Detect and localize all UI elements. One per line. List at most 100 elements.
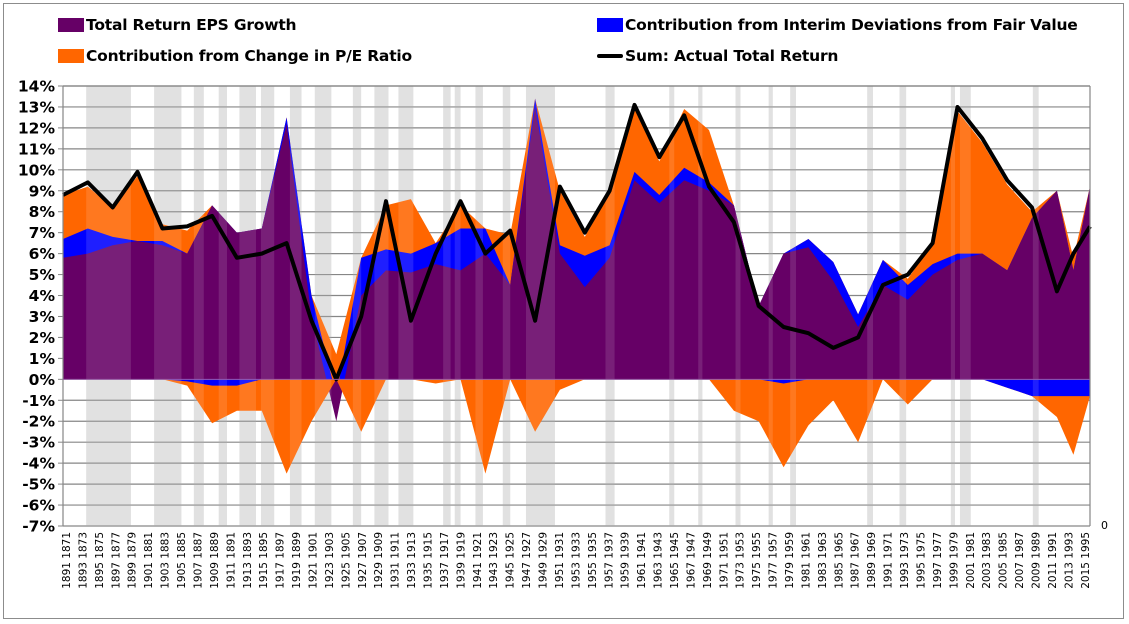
y-tick-label: 8%	[29, 203, 56, 221]
x-tick-label: 1993 1973	[899, 532, 911, 589]
y-tick-label: -6%	[22, 497, 55, 515]
x-tick-label: 1979 1959	[784, 532, 796, 589]
x-tick-label: 1961 1941	[636, 532, 648, 589]
recession-band-overlay	[154, 86, 182, 526]
area-fair-value-negative	[63, 379, 1090, 397]
recession-band-overlay	[352, 86, 362, 526]
y-tick-label: -4%	[22, 455, 55, 473]
x-tick-label: 1975 1955	[751, 532, 763, 589]
y-tick-label: 5%	[29, 266, 56, 284]
secondary-axis-zero-label: 0	[1101, 519, 1108, 532]
recession-band-overlay	[86, 86, 131, 526]
x-tick-label: 2009 1989	[1031, 532, 1043, 589]
x-tick-label: 1987 1967	[850, 532, 862, 589]
y-tick-label: 11%	[18, 140, 56, 158]
x-tick-label: 1969 1949	[702, 532, 714, 589]
recession-band-overlay	[899, 86, 907, 526]
legend-line-black-icon	[597, 54, 623, 58]
x-tick-label: 1921 1901	[308, 532, 320, 589]
recession-band-overlay	[867, 86, 874, 526]
x-tick-label: 1923 1903	[324, 532, 336, 589]
x-tick-label: 2001 1981	[965, 532, 977, 589]
x-tick-label: 1893 1873	[77, 532, 89, 589]
x-tick-label: 1997 1977	[932, 532, 944, 589]
x-tick-label: 1909 1889	[209, 532, 221, 589]
x-tick-label: 1947 1927	[521, 532, 533, 589]
x-tick-label: 1897 1877	[110, 532, 122, 589]
y-tick-label: 12%	[18, 119, 56, 137]
x-tick-label: 1891 1871	[61, 532, 73, 589]
x-tick-label: 1927 1907	[357, 532, 369, 589]
legend-item-pe-change: Contribution from Change in P/E Ratio	[58, 47, 412, 65]
recession-band-overlay	[959, 86, 971, 526]
recession-band-overlay	[950, 86, 955, 526]
y-tick-label: 10%	[18, 161, 56, 179]
x-tick-label: 2005 1985	[998, 532, 1010, 589]
legend-swatch-purple-icon	[58, 18, 84, 32]
recession-band-overlay	[374, 86, 389, 526]
x-tick-label: 2011 1991	[1047, 532, 1059, 589]
x-tick-label: 1985 1965	[833, 532, 845, 589]
x-tick-label: 1931 1911	[390, 532, 402, 589]
legend-label: Contribution from Change in P/E Ratio	[86, 47, 412, 65]
area-pe-change-negative	[63, 379, 1090, 474]
x-tick-label: 1915 1895	[258, 532, 270, 589]
recession-band-overlay	[443, 86, 451, 526]
x-tick-label: 1903 1883	[160, 532, 172, 589]
legend-item-fair-value-deviation: Contribution from Interim Deviations fro…	[597, 16, 1078, 34]
y-tick-label: 9%	[29, 182, 56, 200]
recession-band-overlay	[735, 86, 741, 526]
recession-band-overlay	[475, 86, 483, 526]
legend-label: Sum: Actual Total Return	[625, 47, 839, 65]
x-tick-label: 1959 1939	[620, 532, 632, 589]
x-tick-label: 1933 1913	[406, 532, 418, 589]
recession-band-overlay	[289, 86, 302, 526]
x-tick-label: 1911 1891	[225, 532, 237, 589]
y-tick-label: -7%	[22, 518, 55, 536]
x-tick-label: 1973 1953	[735, 532, 747, 589]
legend-item-eps-growth: Total Return EPS Growth	[58, 16, 297, 34]
x-tick-label: 1999 1979	[948, 532, 960, 589]
y-tick-label: 2%	[29, 329, 56, 347]
y-tick-label: -2%	[22, 413, 55, 431]
x-tick-label: 1995 1975	[916, 532, 928, 589]
y-tick-label: -1%	[22, 392, 55, 410]
x-tick-label: 1913 1893	[242, 532, 254, 589]
recession-band-overlay	[193, 86, 204, 526]
y-tick-label: -5%	[22, 476, 55, 494]
y-axis-ticks: 14% 13% 12% 11% 10% 9% 8% 7% 6% 5% 4% 3% 2% 1% 0% -1% -2…	[18, 78, 56, 536]
x-tick-label: 1899 1879	[127, 532, 139, 589]
recession-band-overlay	[669, 86, 675, 526]
x-axis-ticks: 1891 1871 1893 1873 1895 1875 1897 1877 1899…	[61, 532, 1092, 589]
recession-band-overlay	[1032, 86, 1039, 526]
x-tick-label: 1981 1961	[800, 532, 812, 589]
legend-label: Contribution from Interim Deviations fro…	[625, 16, 1078, 34]
x-tick-label: 1971 1951	[718, 532, 730, 589]
recession-band-overlay	[605, 86, 615, 526]
x-tick-label: 1989 1969	[866, 532, 878, 589]
x-tick-label: 1977 1957	[768, 532, 780, 589]
x-tick-label: 1925 1905	[340, 532, 352, 589]
x-tick-label: 1983 1963	[817, 532, 829, 589]
series-lines	[62, 102, 1092, 382]
y-tick-label: 6%	[29, 245, 56, 263]
recession-band-overlay	[239, 86, 256, 526]
legend-swatch-orange-icon	[58, 49, 84, 63]
recession-band-overlay	[502, 86, 511, 526]
x-tick-label: 1901 1881	[143, 532, 155, 589]
recession-band-overlay	[790, 86, 796, 526]
x-tick-label: 1945 1925	[505, 532, 517, 589]
legend-label: Total Return EPS Growth	[86, 16, 297, 34]
area-eps-growth	[63, 107, 1090, 422]
recession-band-overlay	[218, 86, 227, 526]
x-tick-label: 1907 1887	[193, 532, 205, 589]
x-tick-label: 1895 1875	[94, 532, 106, 589]
y-tick-label: 7%	[29, 224, 56, 242]
series-areas	[63, 86, 1090, 526]
recession-band-overlay	[260, 86, 275, 526]
x-tick-label: 1953 1933	[570, 532, 582, 589]
y-tick-label: 1%	[29, 350, 56, 368]
x-tick-label: 1963 1943	[653, 532, 665, 589]
legend-swatch-blue-icon	[597, 18, 623, 32]
